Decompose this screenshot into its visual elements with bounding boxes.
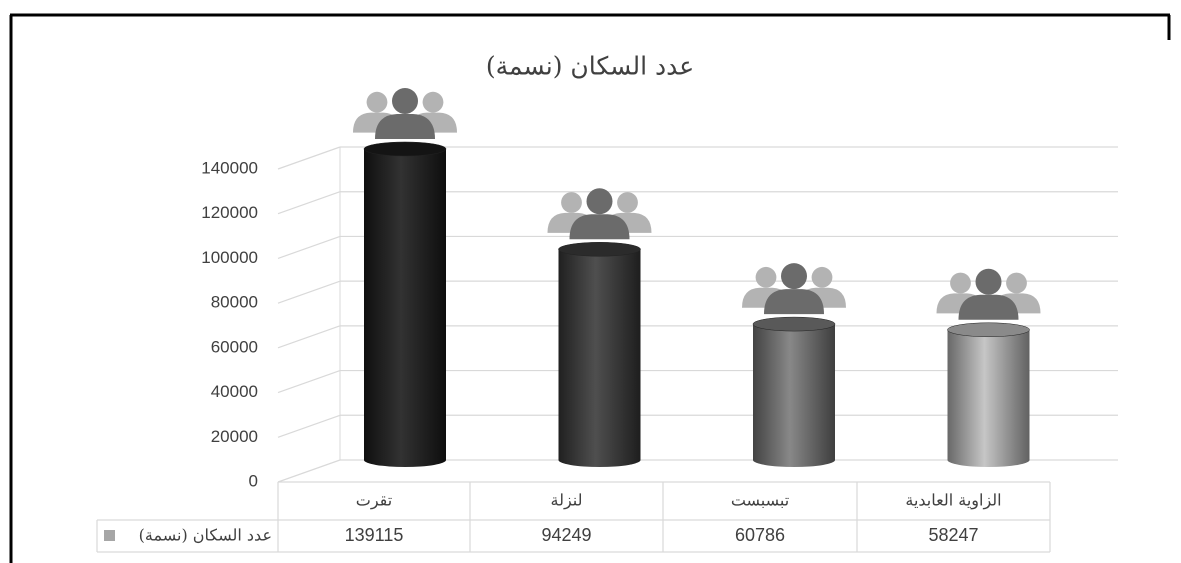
grid-line — [277, 280, 341, 304]
legend-label: عدد السكان (نسمة) — [139, 526, 272, 545]
bar — [364, 148, 446, 460]
grid-line — [277, 235, 341, 259]
person-icon — [569, 214, 630, 240]
grid-line — [277, 370, 341, 394]
y-tick-label: 120000 — [201, 203, 258, 222]
x-tick-label: تبسبست — [731, 491, 789, 510]
person-icon — [781, 263, 807, 290]
grid-line — [277, 146, 341, 170]
y-tick-label: 0 — [249, 471, 258, 490]
person-icon — [366, 91, 388, 113]
data-table-value: 58247 — [928, 525, 978, 545]
x-tick-label: لنزلة — [551, 491, 583, 510]
person-icon — [811, 266, 833, 288]
y-tick-label: 100000 — [201, 248, 258, 267]
y-tick-label: 80000 — [211, 293, 258, 312]
bar-top — [363, 141, 447, 157]
grid-line — [277, 459, 341, 483]
grid-line — [277, 325, 341, 349]
person-icon — [1006, 272, 1027, 294]
person-icon — [755, 266, 777, 288]
grid-line — [277, 414, 341, 438]
y-tick-label: 140000 — [201, 158, 258, 177]
bar-top — [752, 316, 836, 332]
x-tick-label: تقرت — [356, 491, 392, 510]
person-icon — [764, 289, 824, 315]
person-icon — [561, 192, 582, 213]
person-icon — [375, 113, 435, 139]
bar — [558, 249, 641, 460]
grid-line — [277, 191, 341, 215]
person-icon — [950, 272, 971, 294]
person-icon — [958, 294, 1019, 320]
y-tick-label: 60000 — [211, 337, 258, 356]
data-table-value: 94249 — [541, 525, 591, 545]
person-icon — [975, 268, 1002, 295]
chart-title: عدد السكان (نسمة) — [486, 52, 694, 81]
y-tick-label: 40000 — [211, 382, 258, 401]
x-tick-label: الزاوية العابدية — [905, 491, 1001, 510]
bar-top — [558, 242, 641, 257]
data-table-value: 60786 — [735, 525, 785, 545]
data-table-value: 139115 — [345, 525, 404, 545]
bar — [753, 324, 835, 460]
person-icon — [392, 87, 418, 114]
bar-top — [947, 322, 1030, 338]
person-icon — [422, 91, 444, 113]
bar — [947, 329, 1030, 460]
person-icon — [586, 188, 613, 215]
y-tick-label: 20000 — [211, 427, 258, 446]
legend-swatch — [104, 530, 115, 541]
person-icon — [617, 192, 638, 213]
